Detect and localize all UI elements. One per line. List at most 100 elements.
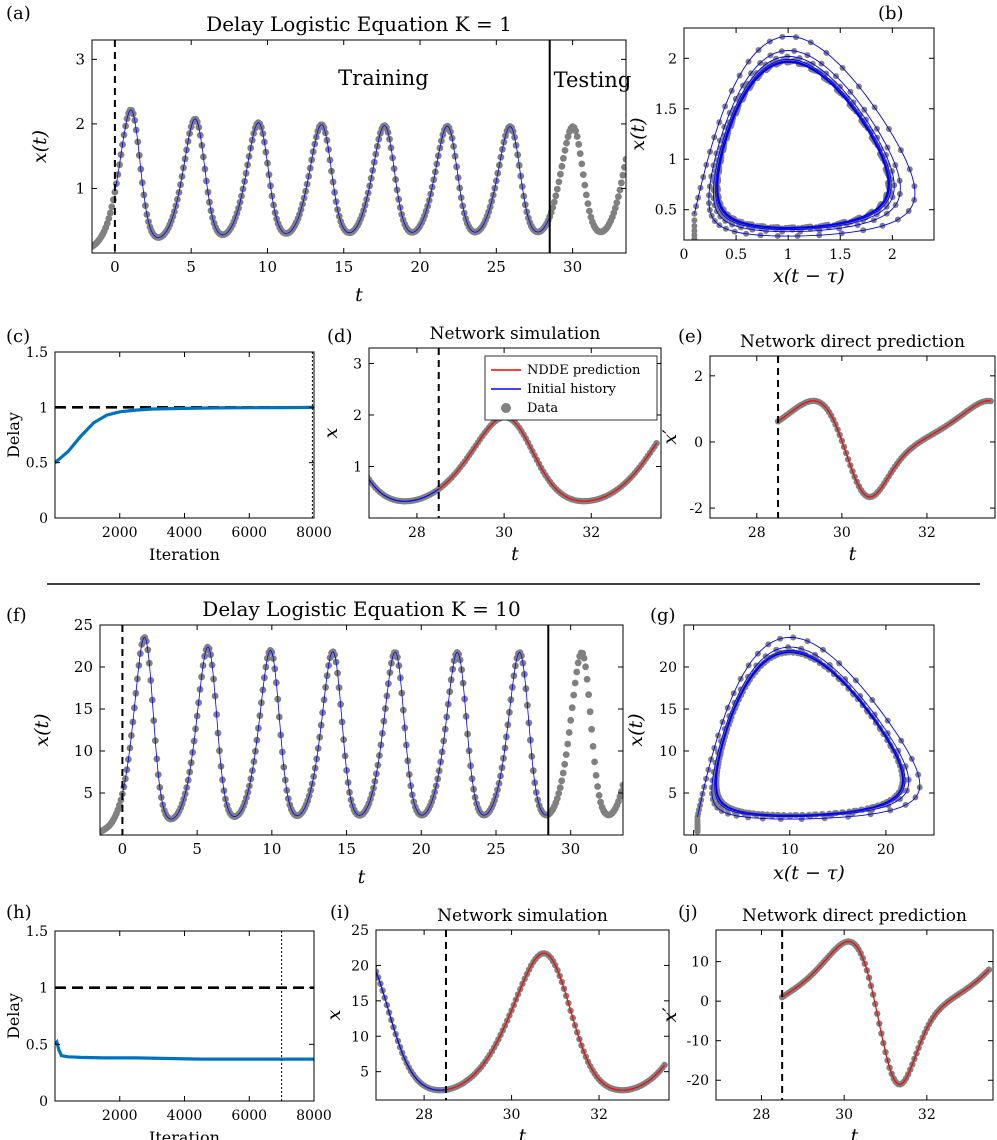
data-point bbox=[619, 171, 626, 179]
y-axis-label: x′ bbox=[659, 429, 681, 445]
x-axis-label: Iteration bbox=[149, 1128, 220, 1140]
y-axis-label: x′ bbox=[659, 1007, 681, 1023]
training-fit-line bbox=[114, 109, 550, 239]
axes-box bbox=[375, 929, 670, 1101]
axes-box bbox=[683, 624, 935, 836]
chart-i: 28 30 32 5 10 15 20 25 t x (i) Network simulation bbox=[323, 902, 670, 1140]
data-point bbox=[585, 691, 592, 698]
chart-title: Delay Logistic Equation K = 1 bbox=[206, 12, 512, 36]
data-point bbox=[619, 781, 623, 789]
y-tick-label: 10 bbox=[659, 744, 677, 760]
data-point bbox=[611, 204, 619, 212]
y-tick-label: 15 bbox=[351, 994, 369, 1010]
x-tick-label: 0 bbox=[118, 840, 128, 858]
y-tick-label: 20 bbox=[74, 658, 93, 676]
plot-area bbox=[55, 405, 314, 464]
initial-history-line bbox=[376, 969, 446, 1091]
axes-box bbox=[91, 39, 627, 254]
panel-label: (h) bbox=[6, 902, 32, 923]
x-tick-label: 5 bbox=[186, 258, 196, 276]
panel-label: (b) bbox=[878, 3, 904, 24]
y-tick-label: 2 bbox=[75, 115, 85, 133]
prediction-line bbox=[445, 952, 666, 1091]
data-point bbox=[622, 155, 626, 163]
x-tick-label: 28 bbox=[415, 1107, 433, 1123]
x-tick-label: 25 bbox=[487, 258, 506, 276]
data-series bbox=[778, 938, 993, 1088]
y-tick-label: 10 bbox=[74, 742, 93, 760]
data-point bbox=[586, 708, 594, 716]
y-tick-label: 0 bbox=[694, 435, 703, 451]
x-axis-label: t bbox=[519, 1125, 527, 1140]
data-point bbox=[589, 743, 597, 750]
x-axis-label: t bbox=[511, 543, 519, 565]
y-tick-label: 0.5 bbox=[26, 456, 48, 472]
data-point bbox=[621, 163, 626, 171]
data-point bbox=[592, 772, 600, 779]
data-point bbox=[567, 716, 575, 724]
x-tick-label: 32 bbox=[918, 525, 936, 541]
legend-item: NDDE prediction bbox=[527, 363, 641, 378]
x-tick-label: 30 bbox=[835, 1107, 853, 1123]
chart-j: 28 30 32 -20 -10 0 10 t x′ (j) Network direct pred… bbox=[659, 902, 994, 1140]
data-point bbox=[588, 725, 595, 733]
y-tick-label: 15 bbox=[74, 700, 93, 718]
data-point bbox=[573, 668, 581, 676]
plot-area bbox=[694, 634, 923, 835]
x-tick-label: 6000 bbox=[231, 525, 267, 541]
phase-fit-line bbox=[693, 35, 916, 237]
data-point bbox=[576, 150, 584, 158]
x-tick-label: 28 bbox=[748, 525, 766, 541]
data-point bbox=[691, 247, 697, 253]
y-tick-label: 2 bbox=[668, 51, 677, 67]
data-point bbox=[111, 188, 119, 196]
data-point bbox=[108, 203, 116, 211]
data-point bbox=[583, 675, 591, 683]
data-point bbox=[563, 139, 570, 147]
data-point bbox=[578, 160, 586, 168]
chart-f: 0 5 10 15 20 25 30 5 10 15 20 25 t x(t) (f) Delay Logis… bbox=[6, 597, 624, 888]
axes-box bbox=[54, 351, 315, 519]
data-point bbox=[556, 784, 564, 791]
data-point bbox=[552, 192, 560, 200]
legend: NDDE prediction Initial history Data bbox=[484, 355, 658, 421]
prediction-line bbox=[781, 940, 990, 1086]
data-point bbox=[582, 663, 589, 671]
data-point bbox=[591, 758, 598, 766]
panel-label: (g) bbox=[650, 605, 676, 626]
axes-box bbox=[683, 27, 935, 241]
y-tick-label: 1 bbox=[353, 459, 362, 475]
data-point bbox=[613, 199, 621, 207]
data-point bbox=[558, 777, 566, 785]
panel-label: (e) bbox=[678, 326, 703, 347]
x-tick-label: 10 bbox=[781, 842, 799, 858]
y-tick-label: 25 bbox=[351, 923, 369, 939]
y-tick-label: 1 bbox=[75, 179, 85, 197]
data-point bbox=[557, 170, 564, 178]
x-axis-label: x(t − τ) bbox=[773, 862, 845, 884]
data-point bbox=[616, 186, 624, 194]
plot-area bbox=[55, 986, 314, 1061]
data-point bbox=[691, 227, 698, 234]
data-point bbox=[615, 193, 622, 201]
plot-area bbox=[376, 950, 668, 1094]
x-tick-label: 30 bbox=[833, 525, 851, 541]
y-tick-label: 20 bbox=[351, 958, 369, 974]
y-tick-label: 1.5 bbox=[655, 102, 677, 118]
y-tick-label: 0.5 bbox=[26, 1037, 48, 1053]
y-tick-label: 1.5 bbox=[26, 924, 48, 940]
plot-area bbox=[774, 397, 994, 501]
y-tick-label: 20 bbox=[659, 660, 677, 676]
data-point bbox=[691, 245, 697, 251]
x-tick-label: 28 bbox=[408, 525, 426, 541]
y-tick-label: 2 bbox=[353, 408, 362, 424]
x-axis-label: t bbox=[355, 284, 363, 306]
y-tick-label: 1 bbox=[668, 152, 677, 168]
chart-c: 2000 4000 6000 8000 0 0.5 1 1.5 Iteration Delay (c… bbox=[4, 326, 332, 564]
data-point bbox=[555, 790, 563, 797]
y-tick-label: 1 bbox=[39, 981, 48, 997]
data-point bbox=[562, 751, 570, 758]
x-tick-label: 5 bbox=[192, 840, 202, 858]
x-tick-label: 1.5 bbox=[829, 247, 851, 263]
